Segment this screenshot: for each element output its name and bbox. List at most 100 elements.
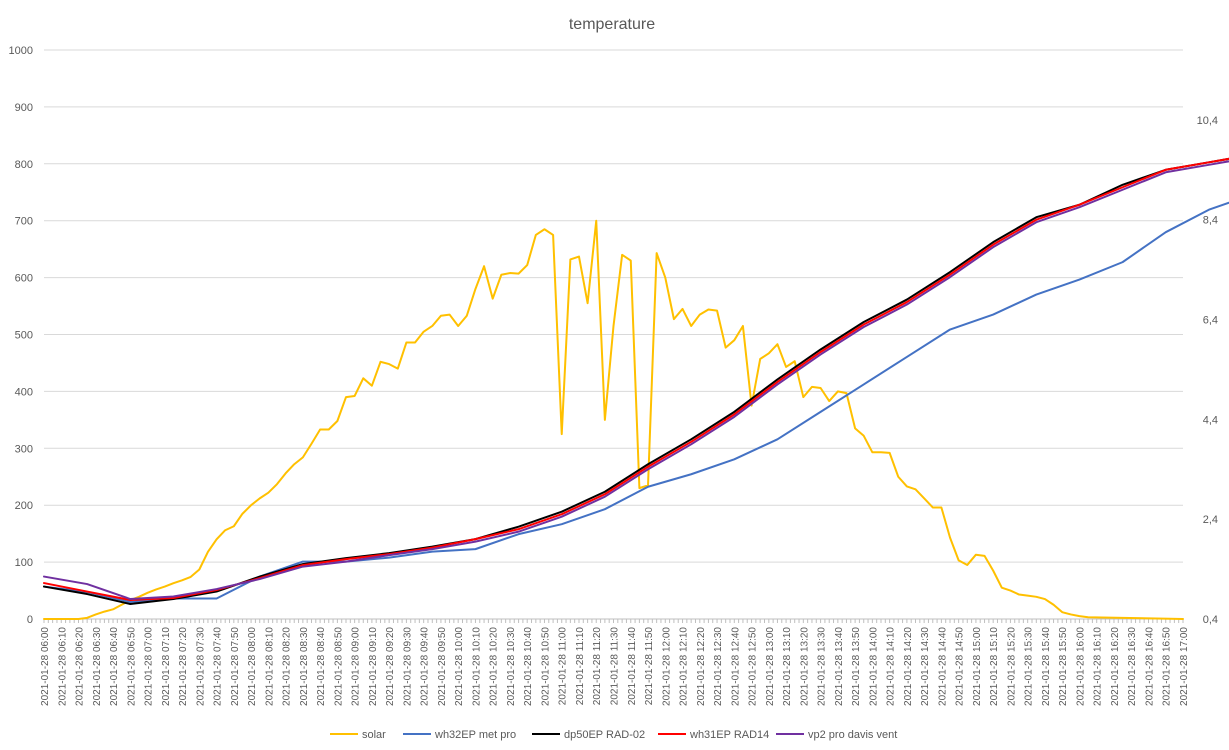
right-y-tick-label: 0,4	[1203, 614, 1218, 626]
series-line-vp2-pro-davis-vent	[43, 160, 1229, 601]
x-tick-label: 2021-01-28 08:40	[316, 627, 327, 706]
x-tick-label: 2021-01-28 06:30	[92, 627, 103, 706]
x-tick-label: 2021-01-28 06:40	[109, 627, 120, 706]
left-y-tick-label: 300	[15, 443, 33, 455]
right-y-tick-label: 8,4	[1203, 215, 1218, 227]
series-line-dp50ep-rad-02	[43, 157, 1229, 606]
right-y-tick-label: 6,4	[1203, 315, 1218, 327]
x-tick-label: 2021-01-28 12:20	[696, 627, 707, 706]
legend: solar wh32EP met pro dp50EP RAD-02 wh31EP R…	[330, 729, 897, 741]
x-tick-label: 2021-01-28 10:40	[523, 627, 534, 706]
x-tick-label: 2021-01-28 15:10	[989, 627, 1000, 706]
x-tick-label: 2021-01-28 11:10	[575, 627, 586, 706]
x-tick-label: 2021-01-28 10:30	[506, 627, 517, 706]
x-tick-label: 2021-01-28 12:40	[730, 627, 741, 706]
x-tick-label: 2021-01-28 14:40	[937, 627, 948, 706]
x-tick-label: 2021-01-28 17:00	[1179, 627, 1190, 706]
left-y-tick-label: 200	[15, 500, 33, 512]
x-tick-label: 2021-01-28 16:00	[1075, 627, 1086, 706]
legend-label: vp2 pro davis vent	[808, 729, 897, 741]
left-y-tick-label: 400	[15, 386, 33, 398]
left-y-tick-label: 700	[15, 216, 33, 228]
x-tick-label: 2021-01-28 11:40	[627, 627, 638, 706]
x-tick-label: 2021-01-28 09:30	[402, 627, 413, 706]
left-y-tick-label: 100	[15, 557, 33, 569]
x-tick-label: 2021-01-28 07:10	[161, 627, 172, 706]
x-tick-label: 2021-01-28 12:00	[661, 627, 672, 706]
x-tick-label: 2021-01-28 10:10	[471, 627, 482, 706]
x-tick-label: 2021-01-28 13:30	[817, 627, 828, 706]
x-tick-label: 2021-01-28 11:50	[644, 627, 655, 706]
legend-label: wh31EP RAD14	[689, 729, 769, 741]
x-tick-label: 2021-01-28 15:30	[1024, 627, 1035, 706]
x-tick-label: 2021-01-28 15:50	[1058, 627, 1069, 706]
x-tick-label: 2021-01-28 06:50	[126, 627, 137, 706]
x-tick-label: 2021-01-28 14:00	[868, 627, 879, 706]
legend-label: solar	[362, 729, 386, 741]
x-tick-label: 2021-01-28 07:00	[144, 627, 155, 706]
x-tick-label: 2021-01-28 07:20	[178, 627, 189, 706]
x-tick-label: 2021-01-28 11:20	[592, 627, 603, 706]
x-tick-label: 2021-01-28 16:30	[1127, 627, 1138, 706]
x-tick-label: 2021-01-28 09:40	[420, 627, 431, 706]
legend-label: wh32EP met pro	[434, 729, 516, 741]
x-tick-label: 2021-01-28 14:20	[903, 627, 914, 706]
x-tick-label: 2021-01-28 11:30	[610, 627, 621, 706]
x-tick-label: 2021-01-28 08:00	[247, 627, 258, 706]
x-tick-label: 2021-01-28 10:50	[540, 627, 551, 706]
x-tick-label: 2021-01-28 08:10	[264, 627, 275, 706]
x-tick-label: 2021-01-28 08:50	[333, 627, 344, 706]
x-tick-label: 2021-01-28 06:10	[57, 627, 68, 706]
chart-title: temperature	[569, 16, 655, 33]
series-line-solar	[43, 219, 1184, 620]
left-y-tick-label: 0	[27, 614, 33, 626]
x-tick-label: 2021-01-28 13:10	[782, 627, 793, 706]
left-y-tick-label: 500	[15, 330, 33, 342]
x-tick-label: 2021-01-28 11:00	[558, 627, 569, 706]
x-tick-label: 2021-01-28 07:50	[230, 627, 241, 706]
x-tick-label: 2021-01-28 16:10	[1093, 627, 1104, 706]
x-tick-label: 2021-01-28 10:20	[489, 627, 500, 706]
right-y-axis: 0,4 2,4 4,4 6,4 8,4 10,4	[1197, 115, 1218, 626]
x-tick-label: 2021-01-28 09:10	[368, 627, 379, 706]
x-tick-label: 2021-01-28 14:30	[920, 627, 931, 706]
x-tick-label: 2021-01-28 08:30	[299, 627, 310, 706]
x-tick-label: 2021-01-28 09:20	[385, 627, 396, 706]
right-y-tick-label: 10,4	[1197, 115, 1218, 127]
x-tick-label: 2021-01-28 13:00	[765, 627, 776, 706]
x-tick-label: 2021-01-28 14:50	[955, 627, 966, 706]
left-y-tick-label: 1000	[9, 45, 33, 57]
right-y-tick-label: 4,4	[1203, 414, 1218, 426]
x-tick-label: 2021-01-28 10:00	[454, 627, 465, 706]
series-line-wh32ep-met-pro	[43, 201, 1229, 604]
x-tick-label: 2021-01-28 07:30	[195, 627, 206, 706]
x-tick-label: 2021-01-28 09:50	[437, 627, 448, 706]
x-tick-label: 2021-01-28 07:40	[213, 627, 224, 706]
x-tick-label: 2021-01-28 15:40	[1041, 627, 1052, 706]
x-tick-label: 2021-01-28 06:20	[75, 627, 86, 706]
x-tick-label: 2021-01-28 13:50	[851, 627, 862, 706]
left-y-tick-label: 800	[15, 159, 33, 171]
x-tick-label: 2021-01-28 16:50	[1162, 627, 1173, 706]
x-tick-label: 2021-01-28 12:10	[679, 627, 690, 706]
x-tick-label: 2021-01-28 12:50	[748, 627, 759, 706]
left-y-tick-label: 900	[15, 102, 33, 114]
x-tick-label: 2021-01-28 16:40	[1144, 627, 1155, 706]
x-tick-label: 2021-01-28 06:00	[40, 627, 51, 706]
x-tick-label: 2021-01-28 08:20	[282, 627, 293, 706]
right-y-tick-label: 2,4	[1203, 514, 1218, 526]
x-axis: 2021-01-28 06:00 2021-01-28 06:10 2021-01-…	[40, 619, 1190, 706]
x-tick-label: 2021-01-28 15:20	[1006, 627, 1017, 706]
x-tick-label: 2021-01-28 16:20	[1110, 627, 1121, 706]
x-tick-label: 2021-01-28 14:10	[886, 627, 897, 706]
series-line-wh31ep-rad14	[43, 157, 1229, 602]
x-tick-label: 2021-01-28 15:00	[972, 627, 983, 706]
left-y-axis: 0 100 200 300 400 500 600 700 800 900 1000	[9, 45, 33, 626]
x-tick-label: 2021-01-28 12:30	[713, 627, 724, 706]
legend-label: dp50EP RAD-02	[564, 729, 645, 741]
series-lines	[43, 157, 1229, 620]
x-tick-label: 2021-01-28 13:20	[799, 627, 810, 706]
x-tick-label: 2021-01-28 09:00	[351, 627, 362, 706]
